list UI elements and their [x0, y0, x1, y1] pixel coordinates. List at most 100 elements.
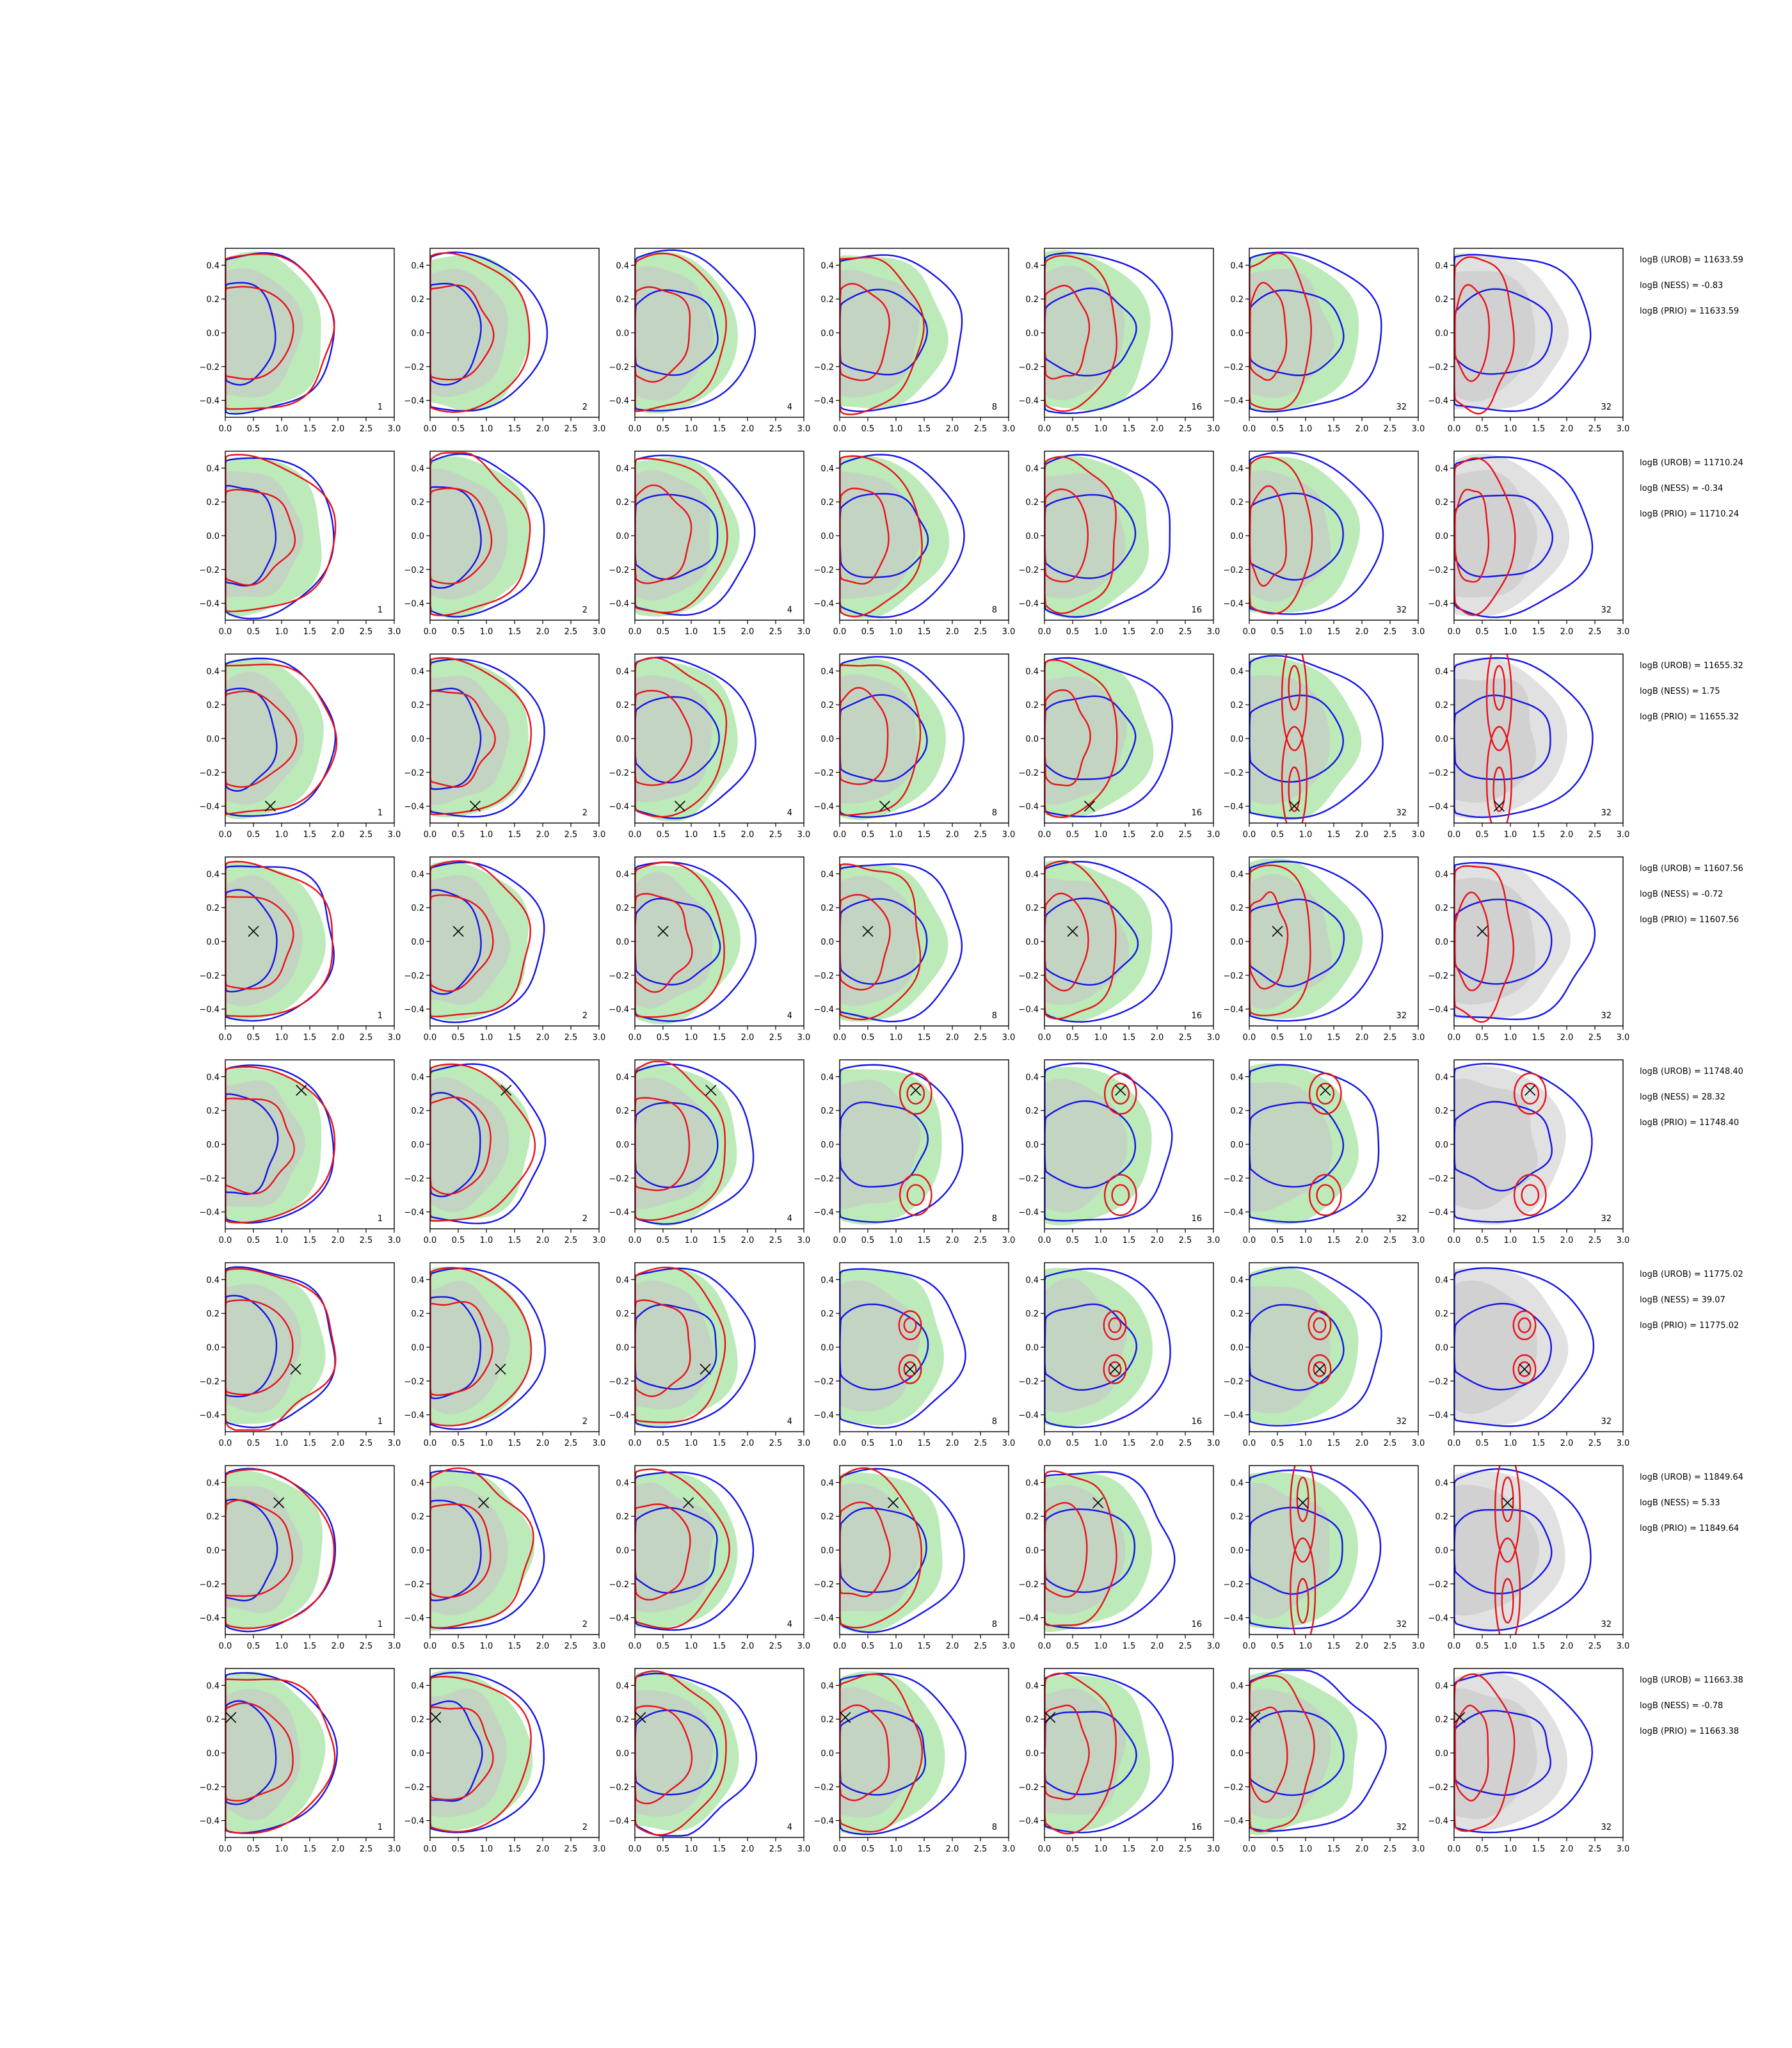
x-tick-label: 1.0: [1504, 1236, 1517, 1245]
x-tick-label: 1.0: [685, 1844, 698, 1854]
x-tick-label: 0.5: [452, 830, 465, 840]
x-tick-label: 0.0: [424, 424, 437, 434]
true-value-marker: [290, 1363, 301, 1375]
row-note-logb: logB (UROB) = 11607.56: [1640, 864, 1743, 874]
x-tick-label: 3.0: [1617, 830, 1630, 840]
true-value-marker: [1297, 1497, 1309, 1508]
y-tick-label: 0.2: [1230, 1715, 1244, 1725]
panel-label: 32: [1396, 605, 1407, 615]
y-tick-label: −0.2: [404, 566, 424, 575]
y-tick-label: 0.2: [1435, 1309, 1448, 1319]
red-contour-mode-lower: [1103, 1174, 1137, 1217]
y-tick-label: 0.0: [1230, 1749, 1244, 1759]
x-tick-label: 2.0: [741, 1236, 755, 1245]
panel-r8-c7: 0.0 0.5 1.0 1.5 2.0 2.5 3.0 0.4 0.2 0.0 −0.2 −0.4 32: [1428, 1668, 1629, 1854]
grey-core-region: [840, 471, 923, 599]
y-tick-label: −0.2: [609, 566, 629, 575]
grey-core-region: [225, 268, 303, 398]
x-tick-label: 2.5: [974, 1033, 988, 1043]
y-tick-label: −0.2: [199, 1580, 220, 1590]
panel-r1-c3: 0.0 0.5 1.0 1.5 2.0 2.5 3.0 0.4 0.2 0.0 −0.2 −0.4 4: [609, 248, 810, 434]
y-tick-label: 0.2: [206, 1512, 220, 1522]
y-tick-label: −0.2: [199, 972, 220, 981]
red-contour-mode-upper: [1290, 1466, 1316, 1563]
grey-core-region: [1454, 1078, 1538, 1210]
row-note-logb: logB (UROB) = 11663.38: [1640, 1676, 1743, 1685]
true-value-marker: [495, 1363, 506, 1375]
x-tick-label: 1.5: [1123, 627, 1136, 637]
y-tick-label: 0.2: [411, 904, 424, 913]
y-tick-label: −0.2: [813, 566, 834, 575]
true-value-marker: [296, 1084, 307, 1096]
y-tick-label: −0.2: [609, 1783, 629, 1793]
x-tick-label: 2.5: [974, 830, 988, 840]
x-tick-label: 3.0: [797, 627, 811, 637]
y-tick-label: 0.0: [1025, 735, 1039, 744]
panel-r2-c1: 0.0 0.5 1.0 1.5 2.0 2.5 3.0 0.4 0.2 0.0 −0.2 −0.4 1: [199, 451, 401, 637]
x-tick-label: 2.0: [332, 1642, 345, 1651]
panel-r3-c3: 0.0 0.5 1.0 1.5 2.0 2.5 3.0 0.4 0.2 0.0 −0.2 −0.4 4: [609, 653, 810, 840]
y-tick-label: 0.4: [1025, 1073, 1039, 1082]
y-tick-label: 0.0: [1435, 532, 1448, 541]
x-tick-label: 3.0: [388, 830, 401, 840]
x-tick-label: 2.5: [1179, 627, 1192, 637]
x-tick-label: 3.0: [593, 1642, 606, 1651]
red-contour-mode-upper: [1103, 1072, 1137, 1115]
grey-core-region: [840, 269, 920, 398]
x-tick-label: 3.0: [1412, 830, 1425, 840]
x-tick-label: 1.5: [713, 424, 726, 434]
y-tick-label: 0.4: [1230, 1478, 1244, 1488]
x-tick-label: 2.5: [1179, 1033, 1192, 1043]
y-tick-label: −0.2: [813, 1580, 834, 1590]
x-tick-label: 2.0: [1151, 1236, 1164, 1245]
x-tick-label: 0.0: [628, 424, 642, 434]
x-tick-label: 1.0: [890, 1236, 903, 1245]
x-tick-label: 0.0: [1448, 1033, 1461, 1043]
x-tick-label: 1.0: [480, 627, 493, 637]
y-tick-label: 0.0: [1435, 1749, 1448, 1759]
x-tick-label: 1.5: [303, 424, 317, 434]
y-tick-label: 0.0: [616, 1343, 629, 1353]
grey-core-region: [1249, 470, 1331, 602]
y-tick-label: 0.4: [411, 1681, 424, 1691]
x-tick-label: 1.0: [480, 1236, 493, 1245]
y-tick-label: 0.2: [1230, 1107, 1244, 1116]
x-tick-label: 2.0: [946, 1236, 959, 1245]
x-tick-label: 1.0: [890, 830, 903, 840]
y-tick-label: 0.0: [1435, 938, 1448, 947]
y-tick-label: 0.2: [1025, 1512, 1039, 1522]
y-tick-label: 0.4: [411, 464, 424, 474]
true-value-marker: [904, 1363, 916, 1375]
red-contour-mode-lower: [1308, 1354, 1332, 1384]
y-tick-label: −0.2: [609, 1580, 629, 1590]
x-tick-label: 3.0: [1412, 1642, 1425, 1651]
y-tick-label: −0.4: [1223, 397, 1244, 406]
x-tick-label: 0.0: [833, 1236, 847, 1245]
x-tick-label: 3.0: [1412, 1844, 1425, 1854]
y-tick-label: 0.2: [616, 904, 629, 913]
y-tick-label: −0.4: [1428, 1411, 1448, 1421]
x-tick-label: 2.0: [536, 424, 550, 434]
grey-core-region: [1454, 1688, 1537, 1820]
x-tick-label: 3.0: [1617, 424, 1630, 434]
x-tick-label: 3.0: [388, 1642, 401, 1651]
panel-r5-c4: 0.0 0.5 1.0 1.5 2.0 2.5 3.0 0.4 0.2 0.0 −0.2 −0.4 8: [813, 1059, 1015, 1245]
grey-core-region: [1454, 271, 1535, 402]
red-contour-mode-lower-inner: [1108, 1361, 1122, 1377]
y-tick-label: 0.0: [411, 532, 424, 541]
y-tick-label: −0.4: [1223, 1005, 1244, 1015]
panel-r2-c7: 0.0 0.5 1.0 1.5 2.0 2.5 3.0 0.4 0.2 0.0 −0.2 −0.4 32: [1428, 451, 1629, 637]
x-tick-label: 0.0: [833, 1642, 847, 1651]
x-tick-label: 3.0: [797, 424, 811, 434]
y-tick-label: 0.2: [1025, 498, 1039, 508]
y-tick-label: 0.4: [820, 261, 834, 271]
panel-label: 1: [378, 1620, 383, 1629]
y-tick-label: 0.2: [206, 1715, 220, 1725]
panel-r6-c7: 0.0 0.5 1.0 1.5 2.0 2.5 3.0 0.4 0.2 0.0 −0.2 −0.4 32: [1428, 1262, 1629, 1448]
y-tick-label: 0.0: [1230, 938, 1244, 947]
red-contour-inner: [1249, 891, 1289, 990]
panel-r7-c1: 0.0 0.5 1.0 1.5 2.0 2.5 3.0 0.4 0.2 0.0 −0.2 −0.4 1: [199, 1465, 401, 1651]
x-tick-label: 1.5: [1123, 1033, 1136, 1043]
y-tick-label: −0.2: [199, 1783, 220, 1793]
x-tick-label: 0.5: [1271, 627, 1284, 637]
